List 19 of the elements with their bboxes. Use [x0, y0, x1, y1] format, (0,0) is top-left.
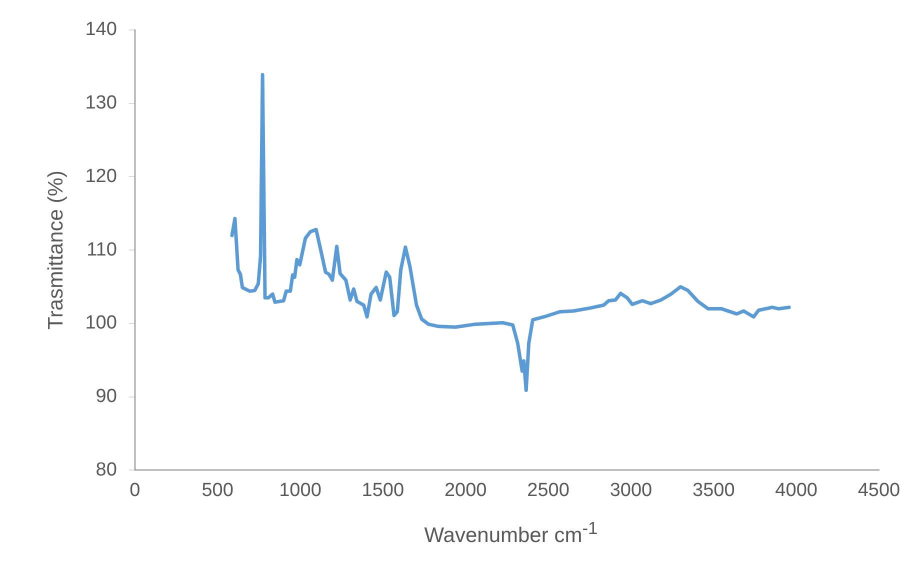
x-tick-label: 0: [130, 480, 140, 501]
y-tick-label: 130: [85, 92, 117, 114]
x-tick-label: 4500: [858, 480, 900, 501]
y-tick-label: 120: [85, 166, 117, 187]
y-axis-title: Trasmittance (%): [44, 170, 68, 330]
x-tick-label: 3000: [610, 480, 652, 501]
x-tick-label: 4000: [775, 480, 818, 501]
y-tick-label: 90: [96, 386, 117, 408]
x-tick-label: 1000: [279, 480, 322, 501]
x-tick-label: 500: [202, 480, 234, 501]
x-tick-label: 1500: [362, 480, 404, 501]
y-tick-label: 110: [86, 239, 117, 260]
x-tick-label: 3500: [692, 480, 735, 501]
x-axis-title: Wavenumber cm$^{-1}$: [423, 518, 599, 548]
y-tick-label: 80: [96, 459, 117, 480]
y-tick-label: 140: [85, 19, 117, 40]
y-tick-label: 100: [85, 312, 117, 334]
x-tick-label: 2500: [527, 480, 570, 501]
x-tick-label: 2000: [444, 480, 487, 501]
